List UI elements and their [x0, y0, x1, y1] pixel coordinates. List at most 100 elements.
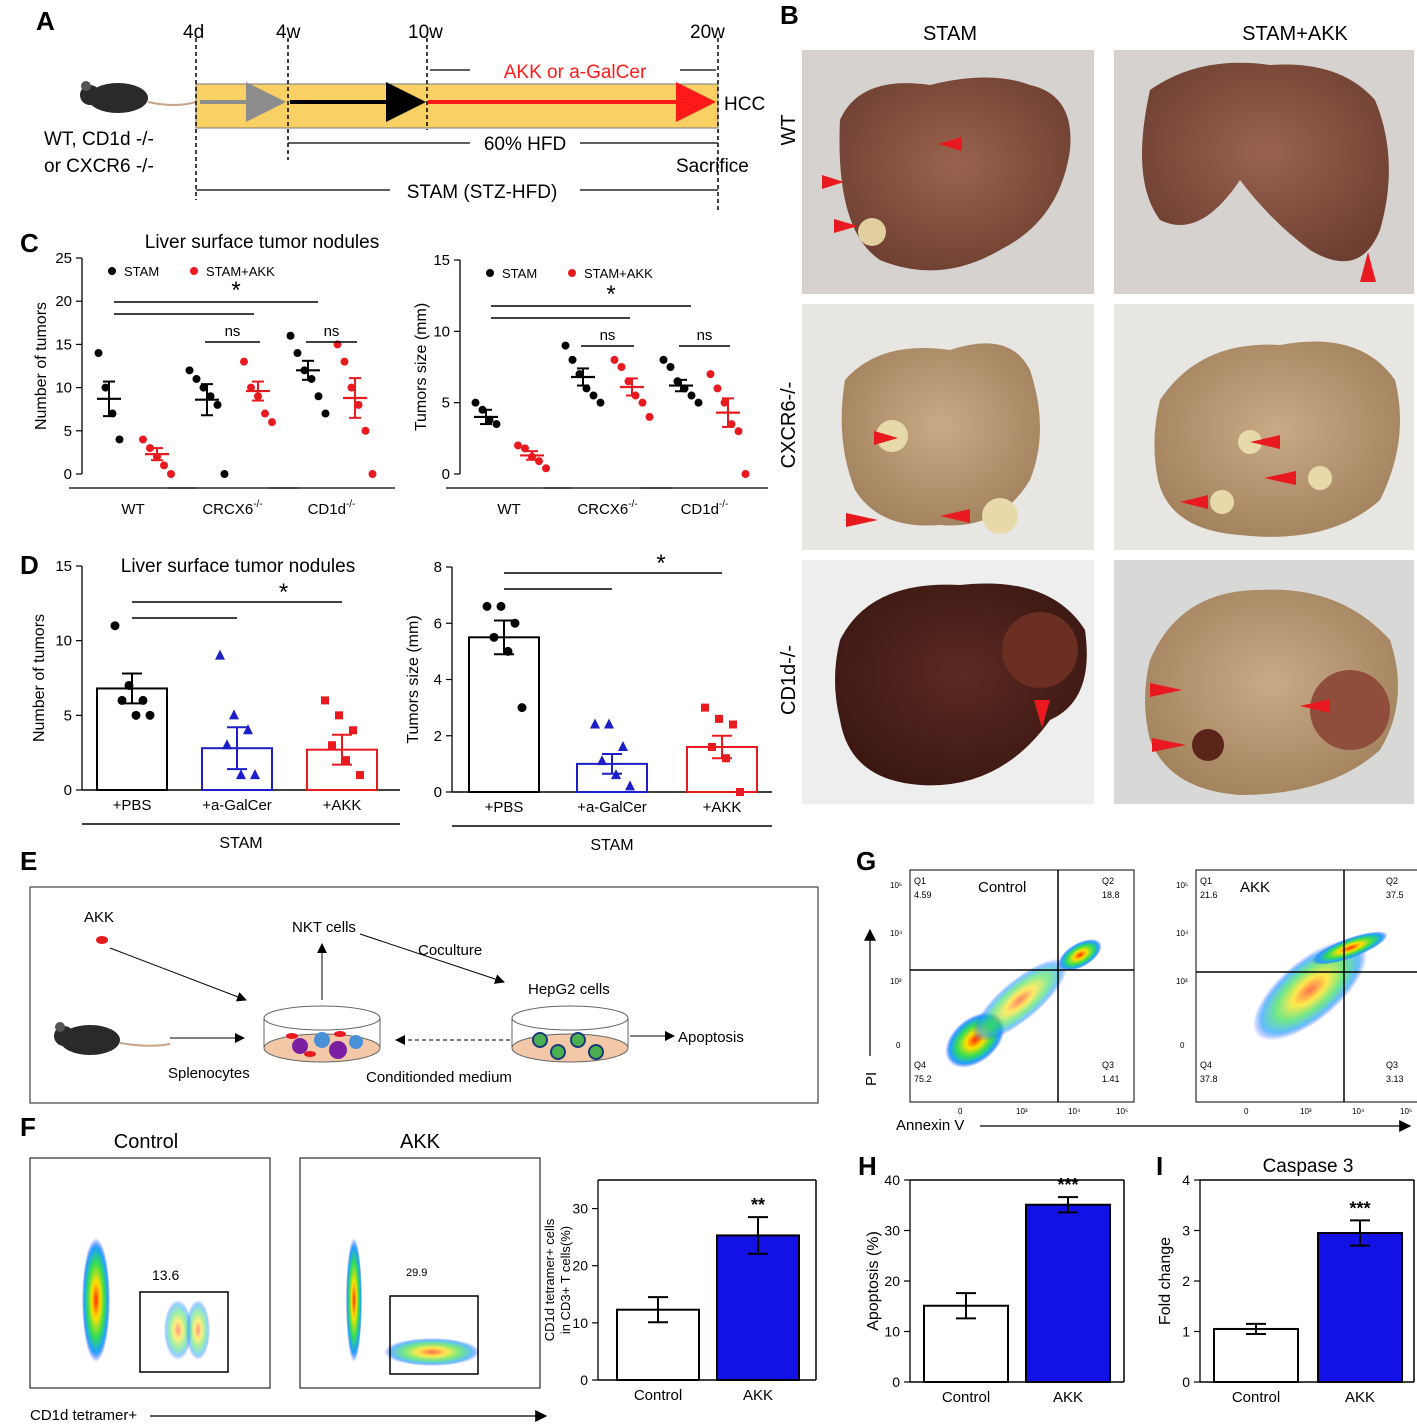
f-bar-xtick-1: AKK: [743, 1387, 773, 1404]
d-right-point-0-1: [496, 601, 506, 611]
time-4d: 4d: [183, 22, 204, 43]
flow-f: Control AKK 13.6 29.9 CD1d tetramer+: [29, 1131, 548, 1424]
d-left-xtick-2: +AKK: [323, 797, 362, 814]
c-left-point-2-2: [199, 383, 208, 392]
c-left-point-2-0: [185, 366, 194, 375]
c-right-ytick-label-2: 10: [433, 323, 450, 340]
c-left-point-4-5: [321, 409, 330, 418]
mouse-icon: [80, 81, 197, 113]
photo-cxcr6-stam: [802, 304, 1094, 550]
f-bar-ylabel: CD1d tetramer+ cells: [542, 1218, 557, 1341]
time-10w: 10w: [408, 22, 443, 43]
c-left-point-3-1: [247, 383, 255, 392]
f-bar-ytick-label-1: 10: [572, 1315, 588, 1331]
svg-text:Q3: Q3: [1102, 1060, 1114, 1070]
c-right-point-2-5: [596, 398, 605, 407]
i-bar-ylabel: Fold change: [1157, 1237, 1174, 1325]
c-right-point-4-1: [666, 363, 675, 371]
chart-d-tumor-size: 0 2 4 6 8 Tumors size (mm) +PBS +a-GalCer +AKK ST…: [405, 550, 772, 854]
photo-cd1d-akk: [1114, 560, 1414, 804]
c-left-point-5-3: [354, 400, 363, 409]
c-left-legend-dot-akk: [190, 267, 198, 275]
d-left-point-0-0: [110, 621, 120, 631]
c-right-legend-dot-stam: [486, 269, 494, 277]
chart-c-number-of-tumors: 0 5 10 15 20 25 Number of tumors Liver surface …: [33, 232, 395, 518]
liver-photos: STAM STAM+AKK WT CXCR6-/- CD1d-/-: [778, 23, 1414, 804]
d-right-point-0-5: [517, 703, 527, 713]
photo-row-cxcr6: CXCR6-/-: [778, 382, 800, 469]
d-right-xtick-0: +PBS: [485, 799, 524, 816]
d-left-point-1-2: [243, 724, 253, 735]
c-right-legend-akk: STAM+AKK: [584, 266, 653, 281]
i-bar-sig-star: ***: [1349, 1198, 1370, 1218]
flow-f-control-gate: [139, 1291, 229, 1373]
svg-text:Q4: Q4: [914, 1060, 926, 1070]
c-right-point-5-1: [713, 384, 722, 393]
genotype-label-2: or CXCR6 -/-: [44, 156, 154, 177]
c-left-ns-label-1: ns: [324, 323, 340, 340]
d-left-ylabel: Number of tumors: [31, 614, 48, 742]
c-left-point-1-1: [146, 444, 154, 453]
svg-text:18.8: 18.8: [1102, 890, 1120, 900]
photo-col-stam-akk: STAM+AKK: [1242, 23, 1348, 45]
svg-text:Q1: Q1: [1200, 876, 1212, 886]
c-right-group-sup-2: -/-: [719, 499, 728, 510]
panel-label-g: G: [856, 846, 876, 876]
c-right-ytick-label-1: 5: [442, 395, 450, 412]
svg-text:Q2: Q2: [1386, 876, 1398, 886]
photo-row-wt: WT: [778, 114, 800, 145]
mouse-icon-small: [54, 1022, 171, 1055]
panel-label-e: E: [20, 846, 37, 876]
schematic-akk: AKK: [84, 909, 114, 926]
d-right-point-1-0: [590, 718, 600, 729]
svg-text:Q1: Q1: [914, 876, 926, 886]
flow-f-akk: 29.9: [299, 1157, 541, 1389]
c-left-point-3-3: [261, 409, 269, 418]
c-left-point-5-2: [347, 383, 356, 392]
h-bar-ytick-label-1: 10: [884, 1324, 900, 1340]
d-right-ytick-label-1: 2: [434, 728, 442, 745]
d-left-point-0-1: [124, 680, 134, 690]
c-right-ns-label-0: ns: [600, 327, 616, 344]
c-right-point-3-4: [638, 398, 647, 407]
c-right-point-5-4: [734, 427, 743, 436]
svg-text:10⁵: 10⁵: [1400, 1107, 1412, 1116]
i-bar-ytick-label-3: 3: [1182, 1223, 1190, 1239]
d-right-point-0-4: [503, 646, 513, 656]
schematic-apoptosis: Apoptosis: [678, 1029, 744, 1046]
flow-g-akk: AKK Q1 21.6 Q2 37.5 Q4 37.8 Q3 3.13 0 10³ 10⁴ 1…: [1176, 869, 1417, 1116]
c-right-point-5-0: [706, 370, 715, 379]
h-bar-xtick-0: Control: [942, 1389, 990, 1406]
c-left-point-4-1: [293, 349, 302, 358]
c-right-ytick-label-0: 0: [442, 466, 450, 483]
c-left-point-5-5: [368, 470, 377, 478]
schematic-box: [29, 886, 819, 1104]
c-left-point-0-3: [115, 435, 124, 444]
panel-label-d: D: [20, 550, 39, 580]
d-right-point-2-1: [715, 714, 723, 723]
d-left-group-label: STAM: [219, 835, 262, 852]
c-right-point-2-4: [589, 391, 598, 400]
c-right-ylabel: Tumors size (mm): [413, 303, 430, 431]
c-left-group-label-1: CRCX6-/-: [202, 499, 262, 518]
svg-text:0: 0: [896, 1041, 901, 1050]
d-left-title: Liver surface tumor nodules: [121, 556, 355, 577]
d-right-point-1-1: [604, 718, 614, 729]
svg-text:10⁵: 10⁵: [890, 881, 902, 890]
c-right-point-3-5: [645, 412, 654, 421]
d-left-point-0-5: [145, 710, 155, 720]
genotype-label-1: WT, CD1d -/-: [44, 129, 154, 150]
c-left-ns-label-0: ns: [225, 323, 241, 340]
dish-hepg2: [511, 1005, 629, 1063]
svg-text:10⁵: 10⁵: [1176, 881, 1188, 890]
photo-cxcr6-akk: [1114, 304, 1414, 550]
c-right-point-3-1: [617, 363, 626, 371]
d-left-point-2-1: [335, 711, 343, 720]
c-right-point-1-4: [542, 464, 550, 473]
f-bar-ytick-label-3: 30: [572, 1201, 588, 1217]
flow-g-control-title: Control: [978, 879, 1026, 896]
f-bar-sig-star: **: [751, 1195, 765, 1215]
c-right-point-0-3: [492, 420, 501, 429]
svg-text:37.8: 37.8: [1200, 1074, 1218, 1084]
c-left-point-1-4: [167, 470, 175, 478]
